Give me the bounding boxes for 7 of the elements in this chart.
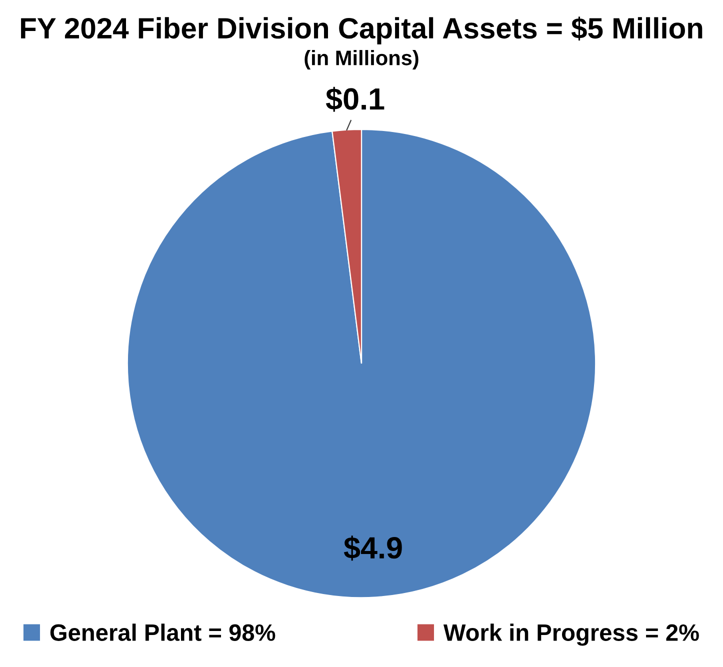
data-label: $0.1 xyxy=(326,86,384,112)
pie-slice xyxy=(126,128,596,598)
legend-label: Work in Progress = 2% xyxy=(443,624,699,646)
legend-label: General Plant = 98% xyxy=(50,624,276,641)
chart-title: FY 2024 Fiber Division Capital Assets = $5 Million xyxy=(21,16,702,44)
chart-subtitle: (in Millions) xyxy=(304,50,418,70)
data-label: $4.9 xyxy=(344,536,402,561)
